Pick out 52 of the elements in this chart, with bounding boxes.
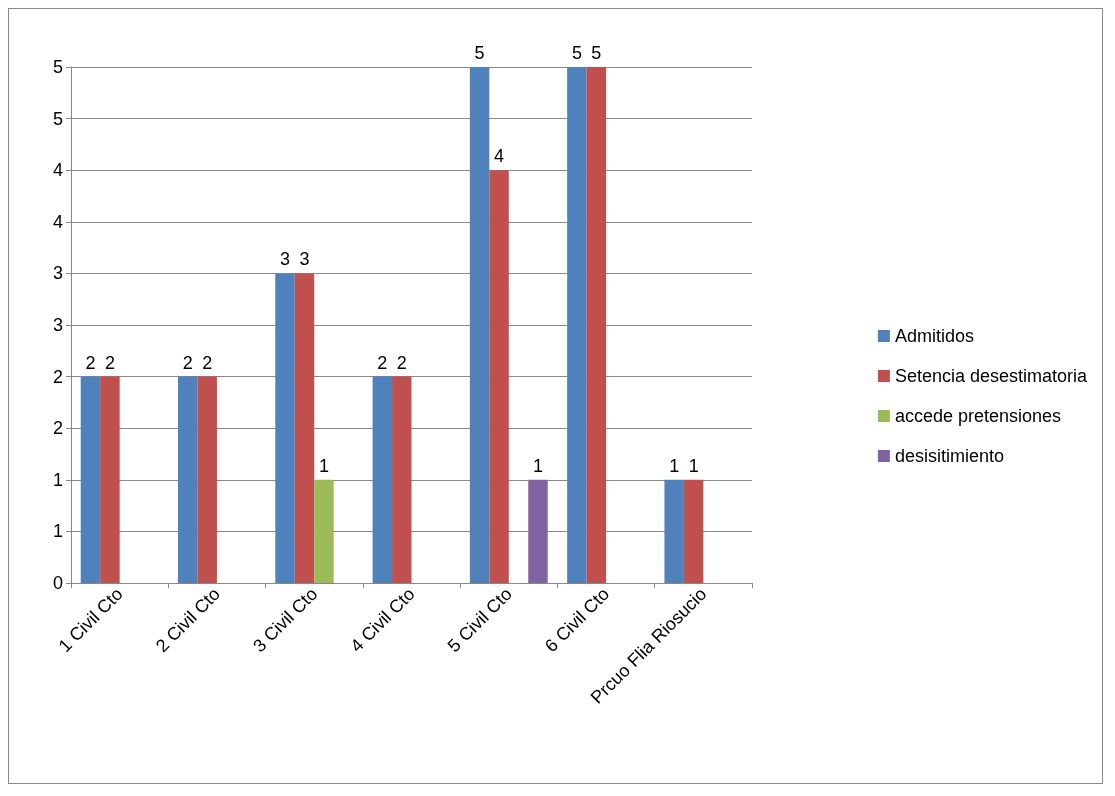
- bar: [528, 479, 548, 583]
- data-label: 4: [494, 146, 505, 167]
- y-tick-label: 2: [52, 418, 63, 439]
- data-label: 3: [280, 249, 291, 270]
- bar: [586, 67, 607, 583]
- y-tick-label: 1: [52, 521, 63, 542]
- data-label: 5: [571, 43, 582, 63]
- data-label: 2: [396, 352, 407, 373]
- bar: [469, 67, 490, 583]
- data-label: 1: [318, 455, 329, 476]
- y-tick-label: 3: [52, 263, 63, 284]
- data-label: 3: [299, 249, 310, 270]
- legend-label: accede pretensiones: [894, 406, 1062, 426]
- data-label: 1: [532, 455, 543, 476]
- y-tick-label: 4: [52, 160, 63, 181]
- bar: [489, 170, 509, 583]
- data-label: 2: [377, 352, 388, 373]
- y-tick-label: 4: [52, 211, 63, 232]
- data-label: 2: [85, 352, 96, 373]
- data-label: 2: [104, 352, 115, 373]
- bar: [197, 376, 217, 583]
- y-tick-label: 1: [52, 469, 63, 490]
- bar: [664, 479, 684, 583]
- data-label: 5: [474, 43, 485, 63]
- x-tick-label: 2 Civil Cto: [151, 583, 224, 657]
- bar: [294, 273, 315, 583]
- x-tick-label: 4 Civil Cto: [346, 583, 419, 657]
- y-tick-label: 2: [52, 366, 63, 387]
- bar: [178, 376, 198, 583]
- y-tick-label: 0: [52, 573, 63, 593]
- legend-label: Admitidos: [894, 326, 974, 346]
- bar: [567, 67, 587, 583]
- bar: [683, 479, 704, 583]
- data-label: 5: [591, 43, 602, 63]
- legend-label: desisitimiento: [894, 446, 1004, 466]
- y-tick-label: 3: [52, 315, 63, 335]
- bar: [80, 376, 101, 583]
- x-tick-label: 3 Civil Cto: [249, 583, 322, 657]
- data-label: 1: [688, 455, 699, 476]
- data-label: 2: [182, 352, 193, 373]
- x-tick-label: 6 Civil Cto: [541, 583, 614, 657]
- bar: [100, 376, 120, 583]
- x-tick-label: 5 Civil Cto: [443, 583, 516, 657]
- bar: [275, 273, 295, 583]
- legend-label: Setencia desestimatoria: [894, 366, 1088, 386]
- y-tick-label: 5: [52, 57, 63, 77]
- bar: [314, 479, 334, 583]
- data-label: 1: [669, 455, 680, 476]
- bar: [372, 376, 393, 583]
- y-tick-label: 5: [52, 108, 63, 129]
- data-label: 2: [202, 352, 213, 373]
- bar: [392, 376, 412, 583]
